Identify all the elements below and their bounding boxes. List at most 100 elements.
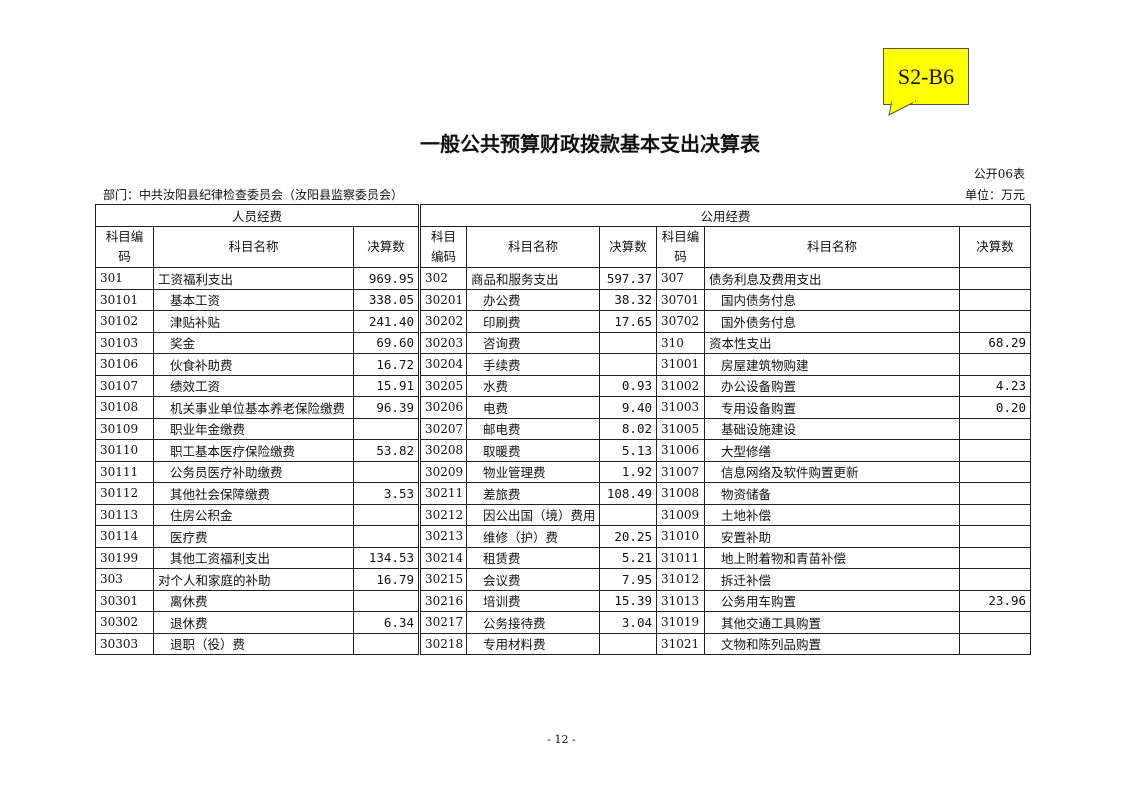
item-amount: 15.39 (599, 589, 658, 612)
item-code: 310 (656, 331, 706, 354)
item-code: 30109 (95, 417, 154, 440)
item-code: 30209 (419, 460, 468, 483)
item-amount (599, 331, 658, 354)
item-code: 30217 (419, 611, 468, 634)
item-amount: 69.60 (352, 331, 422, 354)
item-name: 安置补助 (704, 525, 961, 548)
item-code: 31011 (656, 546, 706, 569)
item-name: 职业年金缴费 (153, 417, 354, 440)
item-name: 差旅费 (466, 482, 601, 505)
item-code: 30107 (95, 374, 154, 397)
department-label: 部门：中共汝阳县纪律检查委员会（汝阳县监察委员会） (103, 188, 404, 202)
table-row: 30102 津贴补贴 241.40 30202 印刷费 17.65 30702 国外债务付息 (95, 310, 1032, 333)
item-code: 307 (656, 267, 706, 290)
item-code: 30702 (656, 310, 706, 333)
item-amount (959, 525, 1032, 548)
table-row: 303 对个人和家庭的补助 16.79 30215 会议费 7.95 31012 拆迁补偿 (95, 568, 1032, 591)
item-name: 办公设备购置 (704, 374, 961, 397)
item-code: 31006 (656, 439, 706, 462)
item-amount: 0.20 (959, 396, 1032, 419)
item-amount (959, 417, 1032, 440)
table-row: 30303 退职（役）费 30218 专用材料费 31021 文物和陈列品购置 (95, 632, 1032, 655)
item-code: 31008 (656, 482, 706, 505)
item-name: 医疗费 (153, 525, 354, 548)
item-code: 30205 (419, 374, 468, 397)
item-code: 30206 (419, 396, 468, 419)
col-amount: 决算数 (599, 226, 658, 268)
item-amount: 8.02 (599, 417, 658, 440)
item-name: 文物和陈列品购置 (704, 632, 961, 655)
item-code: 30201 (419, 288, 468, 311)
item-name: 债务利息及费用支出 (704, 267, 961, 290)
item-amount: 96.39 (352, 396, 422, 419)
item-name: 拆迁补偿 (704, 568, 961, 591)
item-amount (352, 417, 422, 440)
item-name: 资本性支出 (704, 331, 961, 354)
item-name: 会议费 (466, 568, 601, 591)
col-code: 科目编码 (95, 226, 154, 268)
unit-label: 单位：万元 (964, 188, 1025, 202)
item-amount: 338.05 (352, 288, 422, 311)
item-code: 31007 (656, 460, 706, 483)
item-name: 房屋建筑物购建 (704, 353, 961, 376)
item-code: 301 (95, 267, 154, 290)
item-amount: 1.92 (599, 460, 658, 483)
item-name: 工资福利支出 (153, 267, 354, 290)
item-amount (959, 482, 1032, 505)
item-code: 30215 (419, 568, 468, 591)
item-code: 31009 (656, 503, 706, 526)
table-row: 30106 伙食补助费 16.72 30204 手续费 31001 房屋建筑物购建 (95, 353, 1032, 376)
item-code: 30112 (95, 482, 154, 505)
item-code: 30108 (95, 396, 154, 419)
item-amount: 38.32 (599, 288, 658, 311)
item-name: 其他交通工具购置 (704, 611, 961, 634)
item-amount: 53.82 (352, 439, 422, 462)
item-amount (959, 353, 1032, 376)
item-name: 职工基本医疗保险缴费 (153, 439, 354, 462)
item-amount: 17.65 (599, 310, 658, 333)
item-code: 31010 (656, 525, 706, 548)
item-name: 专用设备购置 (704, 396, 961, 419)
item-name: 办公费 (466, 288, 601, 311)
item-amount (959, 460, 1032, 483)
item-amount: 0.93 (599, 374, 658, 397)
table-row: 30111 公务员医疗补助缴费 30209 物业管理费 1.92 31007 信息网络及软件… (95, 460, 1032, 483)
item-name: 水费 (466, 374, 601, 397)
item-code: 31001 (656, 353, 706, 376)
item-code: 30203 (419, 331, 468, 354)
item-code: 30303 (95, 632, 154, 655)
table-row: 301 工资福利支出 969.95 302 商品和服务支出 597.37 307 债务利息及费… (95, 267, 1032, 290)
item-name: 专用材料费 (466, 632, 601, 655)
item-name: 培训费 (466, 589, 601, 612)
item-code: 30113 (95, 503, 154, 526)
item-code: 30102 (95, 310, 154, 333)
item-name: 绩效工资 (153, 374, 354, 397)
table-row: 30113 住房公积金 30212 因公出国（境）费用 31009 土地补偿 (95, 503, 1032, 526)
table-row: 30103 奖金 69.60 30203 咨询费 310 资本性支出 68.29 (95, 331, 1032, 354)
item-name: 其他工资福利支出 (153, 546, 354, 569)
item-name: 退休费 (153, 611, 354, 634)
table-row: 30107 绩效工资 15.91 30205 水费 0.93 31002 办公设备购置 4.23 (95, 374, 1032, 397)
item-name: 地上附着物和青苗补偿 (704, 546, 961, 569)
sticker-label: S2-B6 (883, 48, 969, 105)
item-code: 31005 (656, 417, 706, 440)
item-name: 取暖费 (466, 439, 601, 462)
item-name: 退职（役）费 (153, 632, 354, 655)
item-code: 31021 (656, 632, 706, 655)
item-name: 信息网络及软件购置更新 (704, 460, 961, 483)
item-amount: 7.95 (599, 568, 658, 591)
item-amount (959, 288, 1032, 311)
item-amount: 3.53 (352, 482, 422, 505)
table-row: 30110 职工基本医疗保险缴费 53.82 30208 取暖费 5.13 31006 大型修… (95, 439, 1032, 462)
item-code: 30199 (95, 546, 154, 569)
item-name: 维修（护）费 (466, 525, 601, 548)
item-code: 30103 (95, 331, 154, 354)
col-amount: 决算数 (352, 226, 422, 268)
item-amount: 5.21 (599, 546, 658, 569)
item-amount: 68.29 (959, 331, 1032, 354)
col-code: 科目编码 (419, 226, 468, 268)
item-amount (959, 503, 1032, 526)
item-name: 对个人和家庭的补助 (153, 568, 354, 591)
item-name: 公务接待费 (466, 611, 601, 634)
item-code: 30216 (419, 589, 468, 612)
